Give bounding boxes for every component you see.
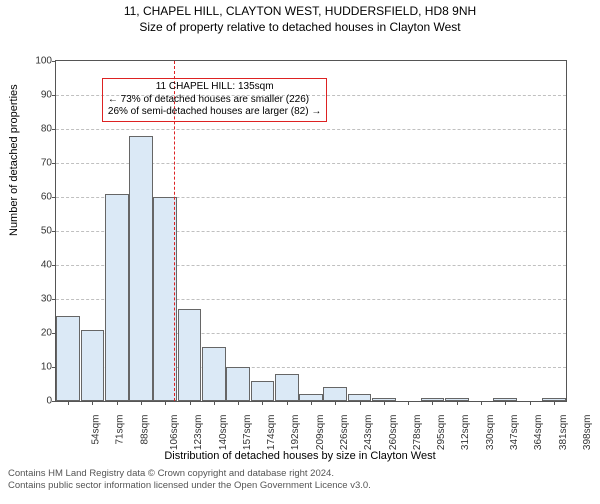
bar <box>129 136 153 401</box>
x-tick-label: 381sqm <box>558 415 569 451</box>
x-tick-label: 260sqm <box>388 415 399 451</box>
x-tick-mark <box>481 401 482 405</box>
y-tick-mark <box>52 299 56 300</box>
y-tick-mark <box>52 231 56 232</box>
x-tick-mark <box>530 401 531 405</box>
y-tick-mark <box>52 129 56 130</box>
bar <box>323 387 347 401</box>
x-tick-mark <box>335 401 336 405</box>
x-tick-label: 71sqm <box>115 415 126 445</box>
bar <box>81 330 105 401</box>
x-tick-label: 295sqm <box>436 415 447 451</box>
x-tick-label: 123sqm <box>193 415 204 451</box>
gridline <box>56 129 566 130</box>
x-tick-mark <box>214 401 215 405</box>
x-tick-label: 88sqm <box>139 415 150 445</box>
chart-container: Number of detached properties 0102030405… <box>0 36 600 466</box>
x-tick-mark <box>92 401 93 405</box>
y-tick-label: 70 <box>26 158 52 169</box>
bar <box>251 381 275 401</box>
bar <box>56 316 80 401</box>
y-tick-label: 50 <box>26 226 52 237</box>
y-tick-label: 60 <box>26 192 52 203</box>
bar <box>299 394 323 401</box>
annotation-box: 11 CHAPEL HILL: 135sqm← 73% of detached … <box>102 78 327 122</box>
y-axis-label: Number of detached properties <box>8 84 20 236</box>
x-tick-mark <box>408 401 409 405</box>
x-tick-mark <box>311 401 312 405</box>
x-tick-label: 226sqm <box>339 415 350 451</box>
plot-area: 010203040506070809010054sqm71sqm88sqm106… <box>55 60 567 402</box>
y-tick-label: 100 <box>26 56 52 67</box>
x-tick-label: 157sqm <box>242 415 253 451</box>
y-tick-mark <box>52 401 56 402</box>
x-tick-mark <box>262 401 263 405</box>
bar <box>202 347 226 401</box>
y-tick-label: 80 <box>26 124 52 135</box>
x-tick-mark <box>384 401 385 405</box>
annotation-line1: 11 CHAPEL HILL: 135sqm <box>108 81 321 94</box>
x-tick-mark <box>238 401 239 405</box>
bar <box>226 367 250 401</box>
annotation-line2: ← 73% of detached houses are smaller (22… <box>108 94 321 107</box>
x-tick-label: 312sqm <box>461 415 472 451</box>
x-tick-mark <box>117 401 118 405</box>
x-tick-label: 330sqm <box>485 415 496 451</box>
y-tick-label: 20 <box>26 328 52 339</box>
x-tick-mark <box>68 401 69 405</box>
bar <box>105 194 129 401</box>
x-tick-label: 140sqm <box>218 415 229 451</box>
footer-line1: Contains HM Land Registry data © Crown c… <box>8 468 592 480</box>
x-tick-mark <box>432 401 433 405</box>
y-tick-mark <box>52 265 56 266</box>
x-tick-mark <box>554 401 555 405</box>
x-tick-label: 54sqm <box>91 415 102 445</box>
x-tick-label: 364sqm <box>533 415 544 451</box>
footer-line2: Contains public sector information licen… <box>8 480 592 492</box>
x-tick-mark <box>287 401 288 405</box>
bar <box>348 394 372 401</box>
annotation-line3: 26% of semi-detached houses are larger (… <box>108 106 321 119</box>
page-title-line2: Size of property relative to detached ho… <box>0 20 600 34</box>
x-tick-mark <box>141 401 142 405</box>
y-tick-label: 30 <box>26 294 52 305</box>
x-tick-label: 209sqm <box>315 415 326 451</box>
y-tick-mark <box>52 95 56 96</box>
y-tick-mark <box>52 197 56 198</box>
x-tick-mark <box>457 401 458 405</box>
y-tick-label: 90 <box>26 90 52 101</box>
y-tick-label: 40 <box>26 260 52 271</box>
footer: Contains HM Land Registry data © Crown c… <box>0 466 600 493</box>
x-tick-mark <box>190 401 191 405</box>
x-tick-label: 243sqm <box>363 415 374 451</box>
y-tick-label: 0 <box>26 396 52 407</box>
x-tick-mark <box>360 401 361 405</box>
x-tick-label: 174sqm <box>266 415 277 451</box>
y-tick-mark <box>52 163 56 164</box>
x-axis-label: Distribution of detached houses by size … <box>0 450 600 462</box>
bar <box>275 374 299 401</box>
x-tick-mark <box>165 401 166 405</box>
bar <box>178 309 202 401</box>
page-title-line1: 11, CHAPEL HILL, CLAYTON WEST, HUDDERSFI… <box>0 4 600 18</box>
y-tick-label: 10 <box>26 362 52 373</box>
x-tick-label: 398sqm <box>582 415 593 451</box>
x-tick-label: 192sqm <box>291 415 302 451</box>
x-tick-label: 106sqm <box>169 415 180 451</box>
x-tick-label: 278sqm <box>412 415 423 451</box>
y-tick-mark <box>52 61 56 62</box>
x-tick-label: 347sqm <box>509 415 520 451</box>
x-tick-mark <box>505 401 506 405</box>
